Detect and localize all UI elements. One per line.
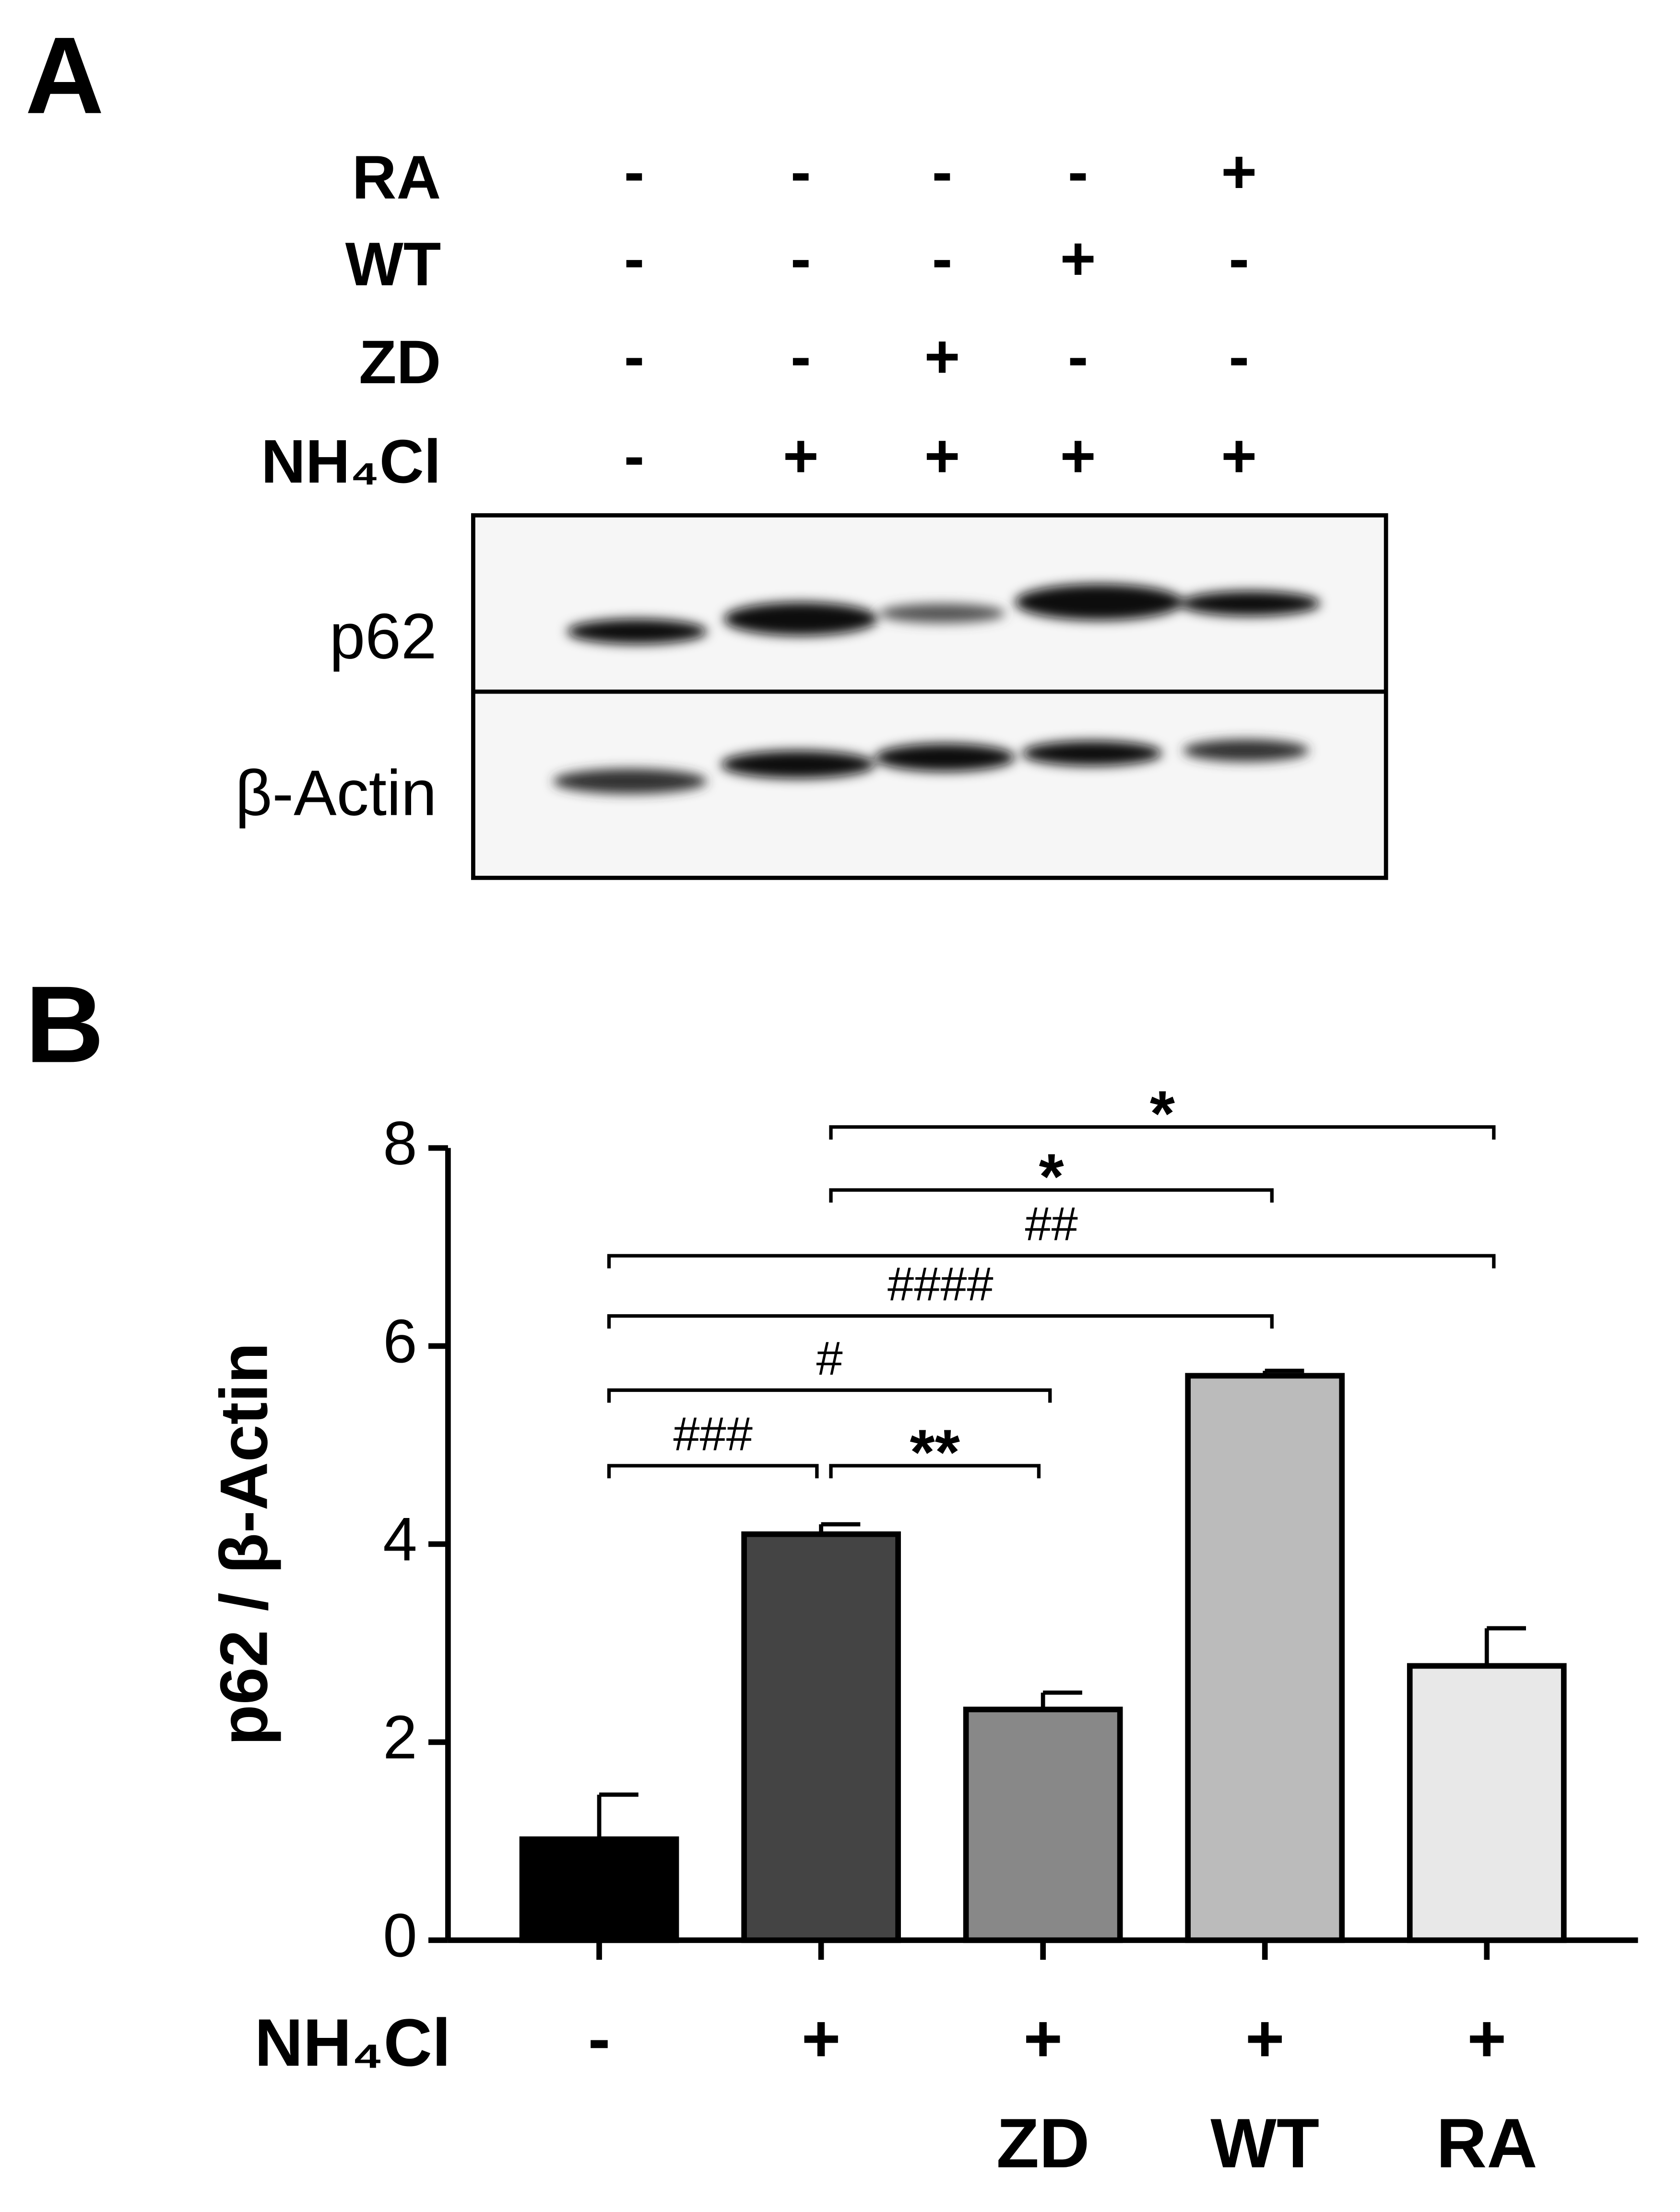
significance-label: ### [673,1408,753,1461]
significance-label: # [816,1332,843,1385]
y-tick-label: 2 [383,1703,417,1772]
significance-bracket [607,1388,1052,1403]
y-axis-label: p62 / β-Actin [206,1342,281,1745]
bar [963,1706,1123,1943]
row-sign: + [802,2000,841,2076]
x-tick-label: WT [1210,2104,1319,2182]
x-tick-label: RA [1436,2104,1538,2182]
row-sign: - [588,2000,611,2076]
y-tick-label: 6 [383,1307,417,1376]
treatment-sign: - [624,422,645,491]
treatment-sign: + [783,422,819,491]
panel-letter: B [25,964,104,1085]
significance-label: ** [910,1416,960,1488]
treatment-sign: + [1221,138,1257,206]
y-tick-label: 4 [383,1505,417,1574]
significance-bracket [829,1125,1496,1140]
treatment-sign: - [791,138,811,206]
treatment-sign: - [932,224,953,293]
significance-bracket [607,1314,1274,1329]
row-label: NH₄Cl [255,2005,451,2080]
row-sign: + [1467,2000,1506,2076]
significance-label: * [1150,1078,1175,1150]
row-sign: + [1023,2000,1063,2076]
treatment-label: WT [345,230,441,299]
treatment-sign: - [1229,224,1249,293]
treatment-sign: + [924,322,960,391]
y-tick-label: 0 [383,1901,417,1970]
bar [1407,1663,1567,1943]
treatment-label: ZD [359,328,441,397]
treatment-sign: - [1068,138,1088,206]
significance-label: * [1039,1141,1065,1212]
treatment-sign: - [1229,322,1249,391]
bar [519,1836,679,1943]
treatment-sign: - [791,224,811,293]
treatment-sign: - [624,322,645,391]
row-sign: + [1245,2000,1285,2076]
significance-bracket [607,1464,819,1479]
panel-letter: A [25,15,104,137]
blot-label: p62 [330,600,437,672]
treatment-sign: - [1068,322,1088,391]
significance-label: #### [887,1258,994,1311]
significance-bracket [607,1254,1496,1269]
bar [1185,1373,1345,1943]
treatment-sign: - [624,224,645,293]
treatment-sign: + [924,422,960,491]
treatment-sign: + [1060,224,1096,293]
x-tick-label: ZD [996,2104,1090,2182]
blot-label: β-Actin [235,757,437,829]
treatment-sign: + [1221,422,1257,491]
y-tick-label: 8 [383,1109,417,1177]
treatment-sign: + [1060,422,1096,491]
significance-bracket [829,1188,1274,1203]
bar [741,1531,901,1943]
treatment-sign: - [932,138,953,206]
treatment-label: RA [352,143,441,212]
significance-bracket [829,1464,1041,1479]
blot [471,513,1388,880]
treatment-sign: - [791,322,811,391]
significance-label: ## [1025,1198,1077,1251]
treatment-label: NH₄Cl [261,427,441,496]
treatment-sign: - [624,138,645,206]
